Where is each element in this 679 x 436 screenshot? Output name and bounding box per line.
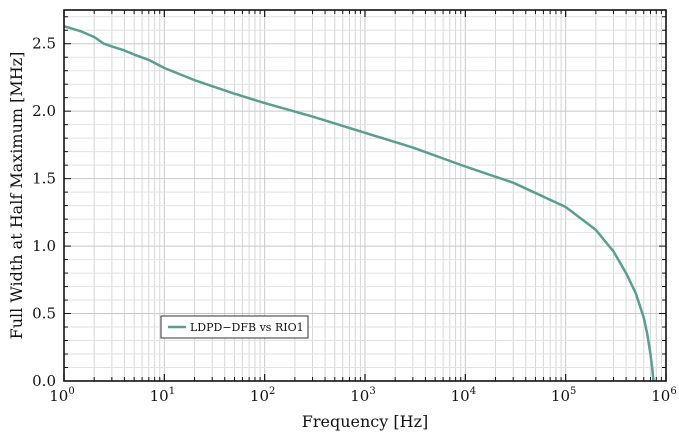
x-axis-label: Frequency [Hz] (302, 412, 429, 431)
y-tick-label: 1.5 (32, 170, 56, 188)
plot-frame (63, 9, 667, 382)
x-tick-label: 106 (651, 386, 676, 405)
y-tick-label: 0.5 (32, 305, 56, 323)
x-tick-label: 102 (250, 386, 275, 405)
y-axis-label: Full Width at Half Maximum [MHz] (7, 52, 26, 340)
x-tick-label: 104 (451, 386, 476, 405)
y-tick-labels: 0.0 0.5 1.0 1.5 2.0 2.5 (32, 35, 56, 390)
x-tick-label: 103 (350, 386, 375, 405)
x-tick-label: 100 (49, 386, 74, 405)
y-tick-label: 1.0 (32, 237, 56, 255)
y-tick-label: 2.0 (32, 102, 56, 120)
y-tick-label: 2.5 (32, 35, 56, 53)
x-tick-label: 105 (551, 386, 576, 405)
x-tick-label: 101 (150, 386, 175, 405)
legend-label: LDPD−DFB vs RIO1 (190, 321, 304, 334)
grid (63, 10, 667, 381)
legend-box (160, 315, 309, 339)
y-tick-label: 0.0 (32, 372, 56, 390)
x-tick-labels: 100 101 102 103 104 105 106 (49, 386, 676, 405)
series-layer (63, 24, 655, 382)
series-line (63, 24, 655, 382)
legend: LDPD−DFB vs RIO1 (160, 315, 309, 339)
